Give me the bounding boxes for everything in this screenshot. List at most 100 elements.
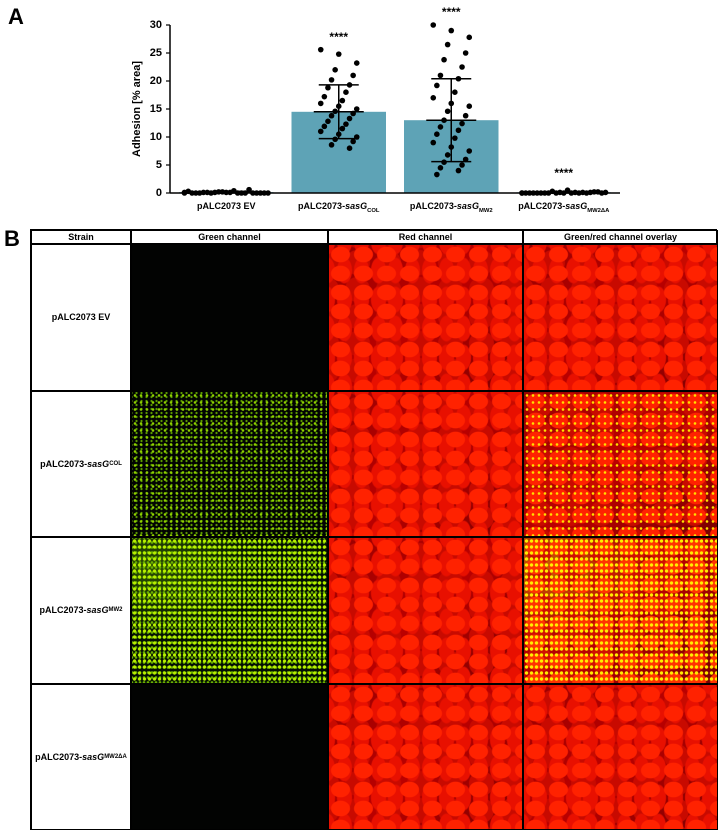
data-point [455,167,462,174]
data-point [437,124,444,130]
data-point [430,139,437,146]
data-point [346,145,353,151]
category-label: pALC2073-sasGMW2ΔA [518,201,610,213]
chart: Adhesion [% area] 0 5 10 15 20 25 30 pALC2073 E… [131,5,620,214]
data-point [430,95,437,101]
column-header: Red channel [328,230,523,244]
micrograph [131,683,328,830]
strain-label: pALC2073- sasG MW2 [31,537,131,684]
data-point [441,159,447,165]
data-point [437,165,444,171]
y-tick-label: 0 [156,187,162,199]
panel-label: A [8,4,24,29]
micrograph [523,537,718,684]
micrograph [131,390,328,537]
label-part: MW2ΔA [104,753,127,760]
data-point [466,34,473,41]
data-point [328,142,335,148]
data-point [441,56,447,63]
category-label: pALC2073 EV [197,201,256,211]
data-point [317,46,324,53]
label-part: COL [109,460,122,467]
label-subscript: MW2 [479,208,493,214]
data-point [430,22,437,28]
label-subscript: COL [367,208,380,214]
data-point [325,118,331,125]
data-point [595,189,601,195]
label-part: pALC2073- [39,605,87,616]
data-point [332,108,338,115]
label-part: sasG [86,605,109,616]
y-tick-label: 20 [150,75,162,87]
data-point [325,84,331,91]
data-point [462,50,469,56]
micrograph [328,537,523,684]
micrograph [523,244,718,391]
data-point [444,41,451,48]
label-gene: sasG [345,201,367,211]
data-point [466,103,473,109]
significance: **** [442,5,461,19]
data-point [353,106,360,112]
data-point [452,135,458,141]
y-tick-label: 25 [150,47,162,59]
label-text: pALC2073- [298,201,345,211]
data-point [317,128,324,135]
label-text: pALC2073 EV [197,201,256,211]
y-tick-label: 30 [150,19,162,31]
data-point [448,100,455,107]
data-point [321,123,328,130]
label-part: sasG [87,458,110,469]
micrograph [328,244,523,391]
data-point [346,115,353,122]
data-point [455,127,462,134]
label-part: pALC2073- [40,458,88,469]
label-part: pALC2073- [35,751,83,762]
data-point [353,134,360,140]
data-point [452,89,458,95]
data-point [339,125,346,132]
data-point [350,110,356,117]
data-point [437,72,444,79]
data-point [328,77,335,83]
y-tick-label: 5 [156,159,162,171]
data-point [434,171,440,178]
error-bar [313,84,364,140]
label-gene: sasG [565,201,587,211]
data-point [332,136,338,143]
image-table: Strain Green channel Red channel Green/red … [30,229,718,830]
label-part: pALC2073 EV [51,312,111,323]
column-header: Green channel [131,230,328,244]
micrograph [523,390,718,537]
data-point [462,112,469,119]
category-label: pALC2073-sasGCOL [298,201,380,213]
significance: **** [554,166,573,180]
label-gene: sasG [457,201,479,211]
data-point [335,131,342,137]
strain-label: pALC2073 EV [31,244,131,391]
data-point [444,152,451,158]
micrograph [523,683,718,830]
column-header: Green/red channel overlay [523,230,718,244]
data-point [343,89,349,95]
data-point [353,60,360,66]
data-point [444,108,451,115]
data-point [317,100,324,107]
label-text: pALC2073- [518,201,565,211]
data-point [335,51,342,57]
y-tick-label: 15 [150,103,162,115]
strain-label: pALC2073- sasG COL [31,390,131,537]
data-point [455,75,462,82]
data-point [339,97,346,104]
data-point [346,82,353,88]
strain-label: pALC2073- sasG MW2ΔA [31,683,131,830]
data-point [459,64,465,70]
data-point [328,112,335,119]
data-point [350,72,356,79]
label-part: MW2 [108,607,123,614]
y-axis-label: Adhesion [% area] [131,61,143,157]
category-label: pALC2073-sasGMW2 [410,201,493,213]
data-point [343,121,349,127]
data-point [459,162,465,168]
